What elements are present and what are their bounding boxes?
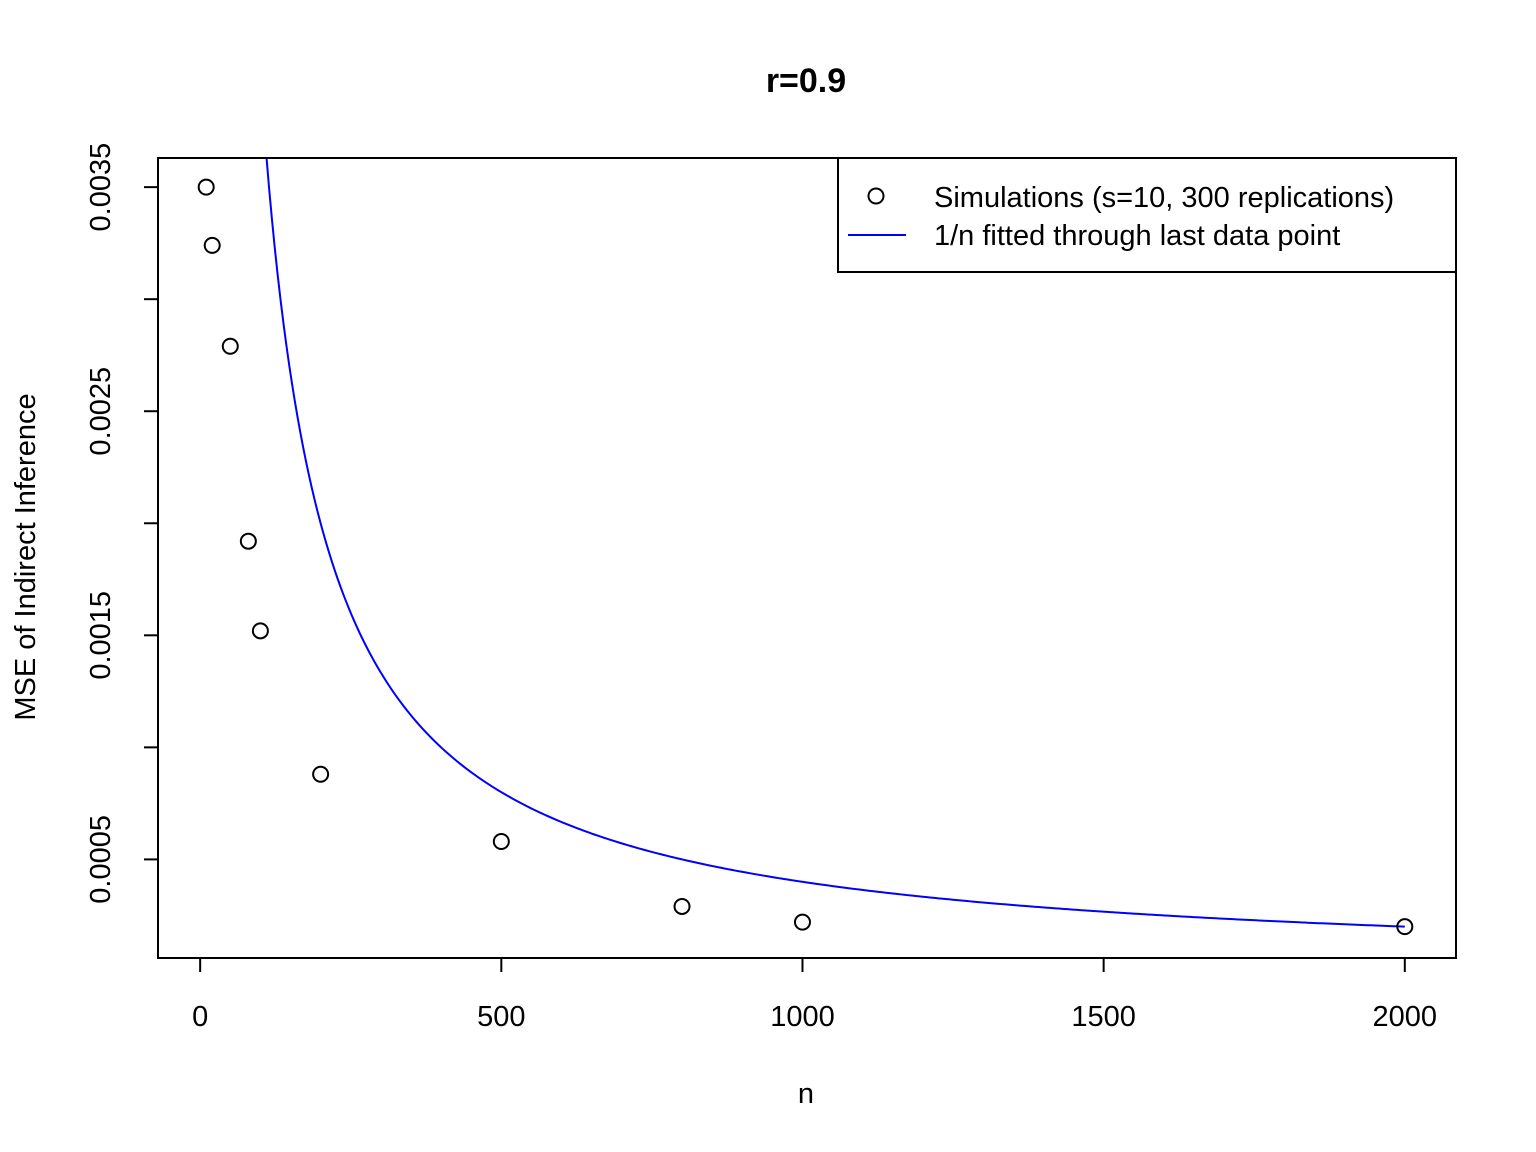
legend-entry-fitted-curve: 1/n fitted through last data point bbox=[934, 220, 1340, 252]
simulation-point bbox=[251, 622, 269, 640]
x-tick-label: 500 bbox=[477, 1001, 525, 1033]
y-axis: 0.0005 0.0015 0.0025 0.0035 bbox=[85, 143, 159, 904]
plot-frame bbox=[157, 157, 1457, 959]
simulation-point bbox=[1396, 918, 1414, 936]
y-tick-label: 0.0005 bbox=[85, 815, 117, 904]
x-tick-label: 1000 bbox=[770, 1001, 835, 1033]
x-tick-label: 0 bbox=[192, 1001, 208, 1033]
simulation-point bbox=[492, 832, 510, 850]
simulation-point bbox=[197, 178, 215, 196]
legend-entry-simulations: Simulations (s=10, 300 replications) bbox=[934, 182, 1394, 214]
x-tick-label: 1500 bbox=[1071, 1001, 1136, 1033]
fitted-curve-line bbox=[265, 158, 1405, 928]
simulation-point bbox=[793, 913, 811, 931]
simulation-point bbox=[673, 897, 691, 915]
chart-title: r=0.9 bbox=[766, 62, 846, 100]
simulation-points-layer bbox=[197, 178, 1414, 936]
y-tick-label: 0.0035 bbox=[85, 143, 117, 232]
legend-box bbox=[837, 157, 1457, 273]
simulation-point bbox=[221, 337, 239, 355]
fitted-curve-layer bbox=[265, 158, 1405, 928]
y-tick-label: 0.0015 bbox=[85, 591, 117, 680]
simulation-point bbox=[203, 236, 221, 254]
x-tick-label: 2000 bbox=[1373, 1001, 1438, 1033]
simulation-point bbox=[312, 765, 330, 783]
y-tick-label: 0.0025 bbox=[85, 367, 117, 456]
y-axis-label: MSE of Indirect Inference bbox=[10, 393, 42, 720]
legend: Simulations (s=10, 300 replications) 1/n… bbox=[837, 157, 1457, 273]
x-axis: 0 500 1000 1500 2000 bbox=[192, 957, 1438, 1033]
legend-point-marker bbox=[867, 187, 885, 205]
x-axis-label: n bbox=[798, 1078, 814, 1110]
simulation-point bbox=[239, 532, 257, 550]
